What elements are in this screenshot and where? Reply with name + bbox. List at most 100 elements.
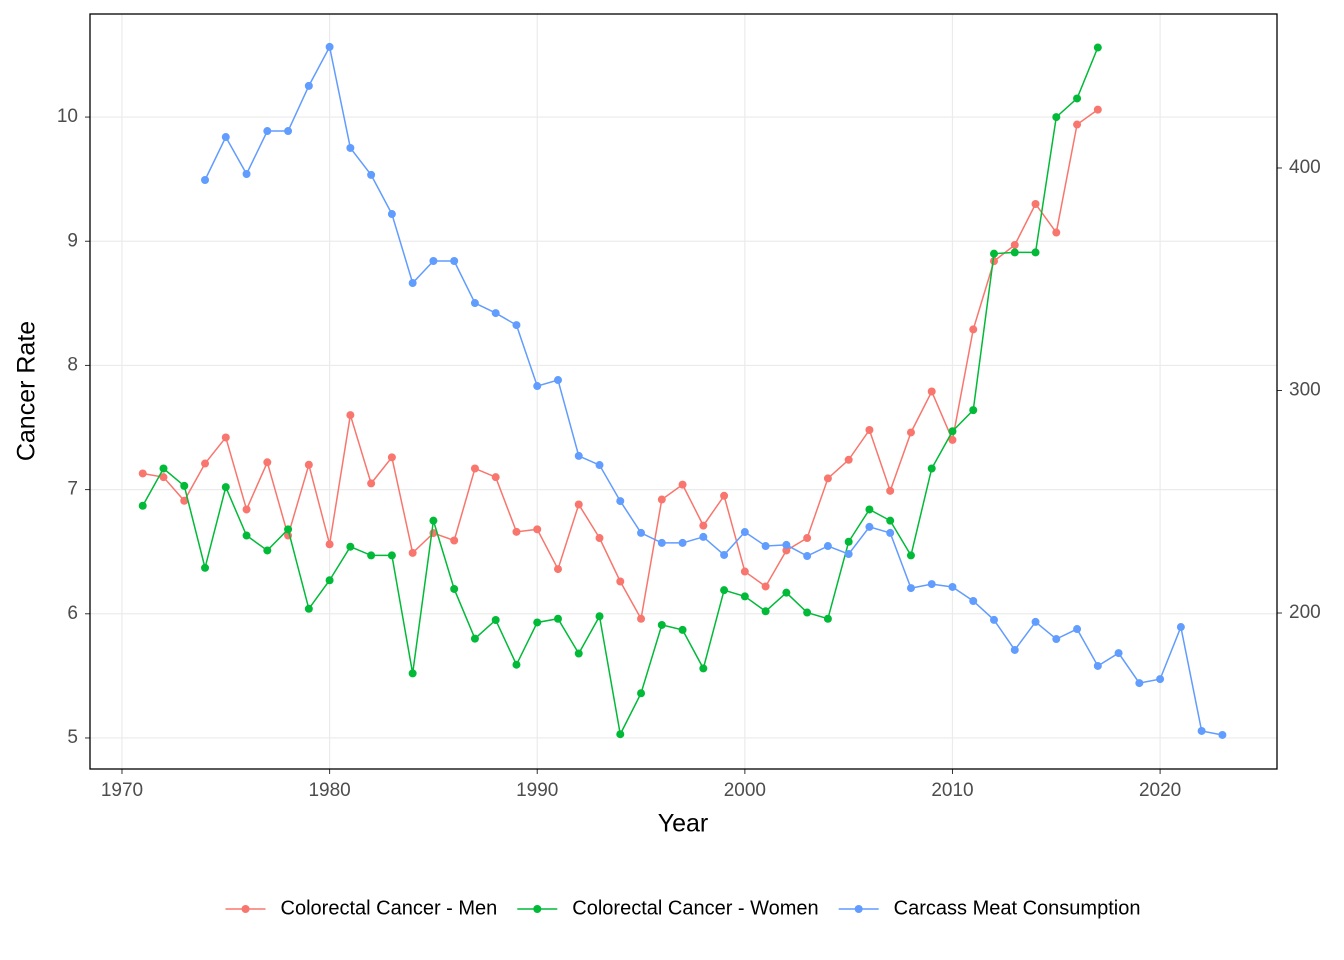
data-point — [886, 516, 895, 525]
data-point — [1218, 730, 1227, 739]
data-point — [1073, 625, 1082, 634]
data-point — [761, 607, 770, 616]
data-point — [470, 299, 479, 308]
data-point — [990, 249, 999, 258]
y-axis-title: Cancer Rate — [13, 321, 41, 461]
data-point — [304, 81, 313, 90]
data-point — [533, 382, 542, 391]
data-point — [823, 474, 832, 483]
data-point — [616, 577, 625, 586]
data-point — [346, 411, 355, 420]
legend-key-point — [533, 905, 542, 913]
data-point — [284, 127, 293, 136]
data-point — [387, 551, 396, 560]
data-point — [595, 534, 604, 543]
data-point — [512, 321, 521, 330]
data-point — [1073, 120, 1082, 129]
data-point — [886, 528, 895, 537]
data-point — [1052, 113, 1061, 122]
x-tick-label: 2010 — [931, 780, 973, 801]
data-point — [1031, 248, 1040, 257]
data-point — [761, 582, 770, 591]
data-point — [782, 546, 791, 555]
y2-tick-label: 400 — [1289, 157, 1321, 178]
y-tick-label: 7 — [67, 479, 78, 500]
data-point — [574, 649, 583, 658]
data-point — [408, 669, 417, 678]
data-point — [221, 483, 230, 492]
data-point — [803, 552, 812, 561]
data-point — [1093, 43, 1102, 52]
data-point — [1156, 675, 1165, 684]
data-point — [367, 551, 376, 560]
data-point — [927, 387, 936, 396]
series-line — [142, 109, 1099, 621]
y-tick-label: 10 — [57, 106, 78, 127]
data-point — [886, 486, 895, 495]
data-point — [242, 531, 251, 540]
legend: Colorectal Cancer - Men Colorectal Cancer… — [225, 897, 1141, 919]
data-point — [367, 479, 376, 488]
data-point — [761, 542, 770, 551]
x-tick-label: 1990 — [516, 780, 558, 801]
data-point — [512, 660, 521, 669]
data-point — [906, 551, 915, 560]
data-point — [1073, 94, 1082, 103]
data-point — [1197, 726, 1206, 735]
data-point — [1052, 635, 1061, 644]
data-point — [221, 433, 230, 442]
data-point — [616, 497, 625, 506]
data-point — [637, 689, 646, 698]
y-tick-label: 5 — [67, 727, 78, 748]
data-point — [533, 525, 542, 534]
data-point — [1093, 661, 1102, 670]
data-point — [699, 532, 708, 541]
x-tick-label: 2020 — [1139, 780, 1181, 801]
data-point — [616, 730, 625, 739]
data-point — [553, 376, 562, 385]
data-point — [263, 127, 272, 136]
y-tick-label: 9 — [67, 230, 78, 251]
data-point — [533, 618, 542, 627]
data-point — [906, 584, 915, 593]
data-point — [699, 664, 708, 673]
data-point — [304, 460, 313, 469]
data-point — [387, 210, 396, 219]
data-point — [408, 279, 417, 288]
data-point — [346, 542, 355, 551]
data-point — [180, 496, 189, 505]
data-point — [699, 521, 708, 530]
y-tick-label: 6 — [67, 603, 78, 624]
data-point — [242, 169, 251, 178]
data-point — [408, 548, 417, 557]
data-point — [1010, 645, 1019, 654]
x-tick-label: 1980 — [308, 780, 350, 801]
y2-tick-label: 200 — [1289, 602, 1321, 623]
data-point — [657, 620, 666, 629]
data-point — [720, 491, 729, 500]
data-point — [387, 453, 396, 462]
data-point — [491, 473, 500, 482]
data-point — [429, 256, 438, 265]
data-point — [470, 464, 479, 473]
data-point — [657, 495, 666, 504]
data-point — [720, 586, 729, 595]
data-point — [1093, 105, 1102, 114]
data-point — [159, 473, 168, 482]
data-point — [678, 538, 687, 547]
legend-label: Carcass Meat Consumption — [894, 897, 1141, 919]
data-point — [1031, 617, 1040, 626]
data-point — [657, 538, 666, 547]
data-point — [574, 500, 583, 509]
data-point — [1010, 248, 1019, 257]
data-point — [740, 567, 749, 576]
y-tick-label: 8 — [67, 354, 78, 375]
legend-key-point — [854, 905, 863, 913]
data-point — [346, 143, 355, 152]
data-point — [512, 527, 521, 536]
data-point — [595, 461, 604, 470]
data-point — [969, 325, 978, 334]
data-point — [574, 451, 583, 460]
data-point — [138, 469, 147, 478]
